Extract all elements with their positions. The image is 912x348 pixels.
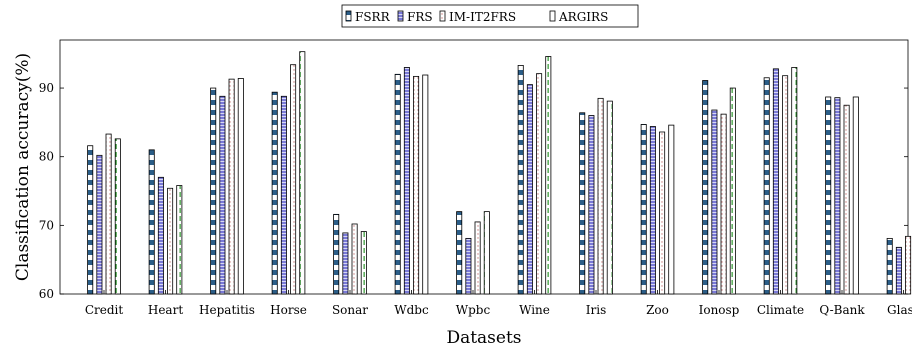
legend-label-fsrr: FSRR xyxy=(355,10,391,24)
bar-frs-credit xyxy=(96,154,103,295)
y-tick-label: 70 xyxy=(39,218,54,232)
bar-im-it2frs-credit xyxy=(105,133,112,295)
bar-im-it2frs-glass xyxy=(905,235,912,295)
x-tick-label-wpbc: Wpbc xyxy=(456,303,491,317)
bar-im-it2frs-climate xyxy=(782,75,789,295)
bar-argirs-ionosp xyxy=(729,87,736,295)
bar-im-it2frs-q-bank xyxy=(843,104,850,295)
x-tick-label-wdbc: Wdbc xyxy=(394,303,429,317)
bar-argirs-credit xyxy=(114,138,121,295)
bar-im-it2frs-heart xyxy=(167,187,174,295)
bar-fsrr-wdbc xyxy=(394,73,401,295)
bar-im-it2frs-wpbc xyxy=(474,221,481,295)
bar-argirs-horse xyxy=(299,51,306,295)
bar-im-it2frs-horse xyxy=(290,64,297,295)
legend: FSRR FRS IM-IT2FRS ARGIRS xyxy=(341,4,639,28)
bar-frs-zoo xyxy=(649,126,656,295)
legend-swatch-fsrr xyxy=(345,10,352,22)
x-tick-label-ionosp: Ionosp xyxy=(699,303,740,317)
bar-frs-iris xyxy=(588,115,595,295)
bar-frs-ionosp xyxy=(711,109,718,295)
legend-label-argirs: ARGIRS xyxy=(558,10,608,24)
bar-argirs-hepatitis xyxy=(237,78,244,295)
bar-argirs-sonar xyxy=(360,231,367,295)
bar-im-it2frs-wine xyxy=(536,73,543,295)
legend-swatch-im-it2frs xyxy=(439,10,446,22)
bar-argirs-wpbc xyxy=(483,211,490,295)
bar-argirs-wdbc xyxy=(422,74,429,295)
bar-im-it2frs-wdbc xyxy=(413,75,420,295)
y-axis-label: Classification accuracy(%) xyxy=(13,53,33,281)
bar-frs-wine xyxy=(526,84,533,295)
legend-swatch-argirs xyxy=(549,10,556,22)
legend-box xyxy=(341,4,639,28)
bar-frs-wdbc xyxy=(403,67,410,295)
y-tick-label: 60 xyxy=(39,287,54,301)
x-tick-label-climate: Climate xyxy=(757,303,804,317)
bar-argirs-heart xyxy=(176,185,183,295)
bar-argirs-wine xyxy=(545,56,552,295)
bar-fsrr-wpbc xyxy=(456,211,463,295)
bar-frs-heart xyxy=(157,176,164,295)
x-tick-label-sonar: Sonar xyxy=(332,303,368,317)
bar-fsrr-credit xyxy=(87,145,94,295)
bar-fsrr-heart xyxy=(148,149,155,295)
bar-fsrr-horse xyxy=(271,91,278,295)
bar-im-it2frs-zoo xyxy=(659,131,666,295)
x-tick-label-heart: Heart xyxy=(148,303,183,317)
bar-argirs-q-bank xyxy=(852,96,859,295)
bar-im-it2frs-iris xyxy=(597,97,604,295)
bar-frs-q-bank xyxy=(834,97,841,295)
bar-fsrr-climate xyxy=(763,77,770,295)
x-axis: Credit Heart Hepatitis Horse Sonar Wdbc Wpbc Wi… xyxy=(85,290,912,317)
y-tick-label: 90 xyxy=(39,81,54,95)
bar-frs-horse xyxy=(280,95,287,295)
x-tick-label-q-bank: Q-Bank xyxy=(819,303,865,317)
x-tick-label-horse: Horse xyxy=(270,303,307,317)
x-tick-label-credit: Credit xyxy=(85,303,124,317)
y-tick-label: 80 xyxy=(39,150,54,164)
x-tick-label-glass: Glass xyxy=(887,303,912,317)
bar-fsrr-wine xyxy=(517,65,524,295)
bar-frs-hepatitis xyxy=(219,95,226,295)
bar-frs-climate xyxy=(772,68,779,295)
bars-group xyxy=(87,51,912,295)
x-axis-label: Datasets xyxy=(446,328,521,348)
bar-fsrr-zoo xyxy=(640,124,647,295)
bar-frs-glass xyxy=(895,246,902,295)
legend-label-im-it2frs: IM-IT2FRS xyxy=(449,10,516,24)
x-tick-label-zoo: Zoo xyxy=(646,303,669,317)
bar-fsrr-sonar xyxy=(333,213,340,295)
bar-argirs-climate xyxy=(791,67,798,295)
bar-fsrr-iris xyxy=(579,112,586,295)
x-tick-label-iris: Iris xyxy=(586,303,606,317)
legend-label-frs: FRS xyxy=(407,10,433,24)
x-tick-label-hepatitis: Hepatitis xyxy=(199,303,255,317)
bar-fsrr-glass xyxy=(886,237,893,295)
bar-fsrr-hepatitis xyxy=(210,87,217,295)
legend-swatch-frs xyxy=(397,10,404,22)
bar-im-it2frs-ionosp xyxy=(720,113,727,295)
x-tick-label-wine: Wine xyxy=(519,303,550,317)
bar-im-it2frs-sonar xyxy=(351,223,358,295)
bar-argirs-zoo xyxy=(668,124,675,295)
bar-frs-wpbc xyxy=(465,237,472,295)
bar-fsrr-q-bank xyxy=(825,96,832,295)
bar-fsrr-ionosp xyxy=(702,80,709,295)
bar-argirs-iris xyxy=(606,100,613,295)
y-axis: 60 70 80 90 xyxy=(39,81,908,301)
bar-frs-sonar xyxy=(342,232,349,295)
bar-im-it2frs-hepatitis xyxy=(228,78,235,295)
